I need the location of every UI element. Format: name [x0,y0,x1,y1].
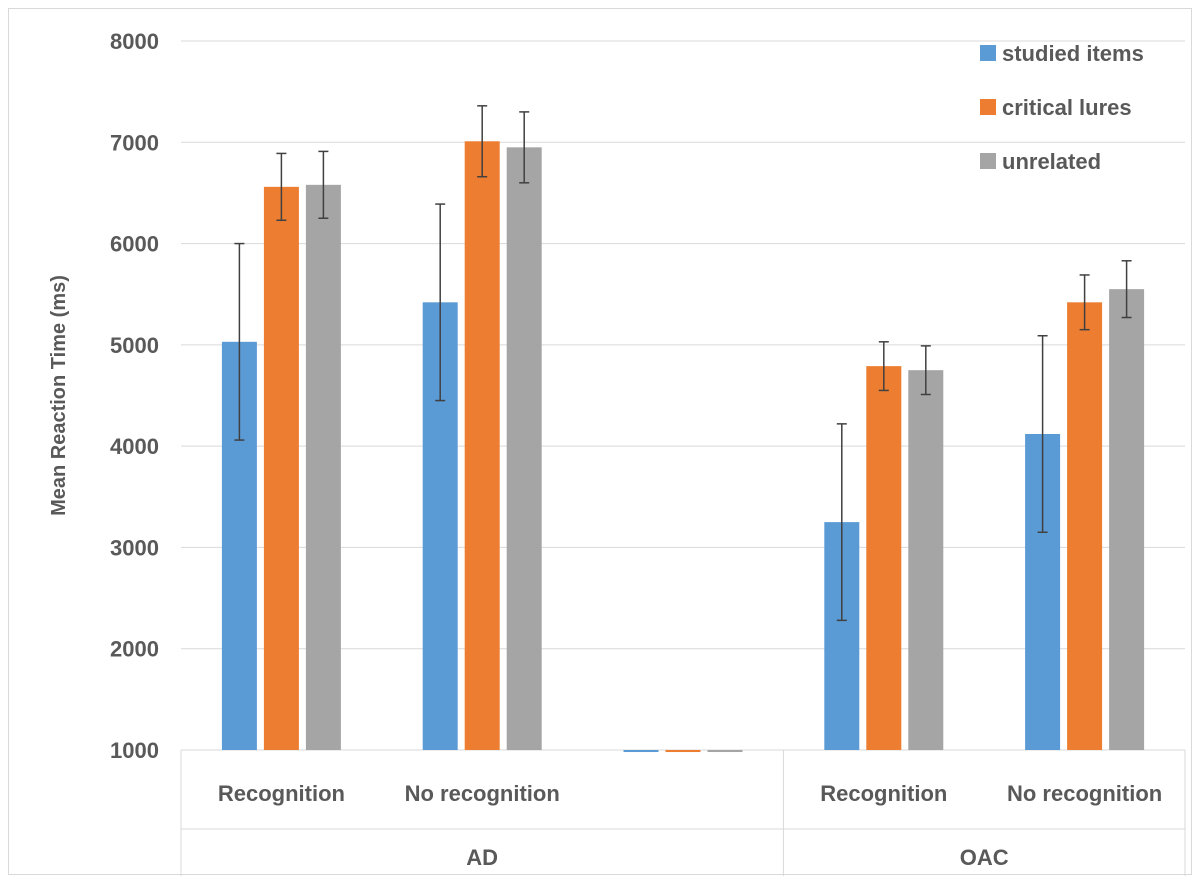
y-tick-label: 8000 [110,29,159,54]
error-bar [1121,260,1132,319]
error-bar [836,423,847,622]
error-bar [920,345,931,396]
error-bar [435,203,446,402]
x-tick-label: Recognition [820,781,947,806]
legend-item: critical lures [980,95,1132,120]
legend-item: unrelated [980,149,1101,174]
legend-label: unrelated [1002,149,1101,174]
y-tick-label: 1000 [110,738,159,763]
bar [908,370,944,750]
error-bar [519,111,530,184]
error-bar [1037,334,1048,533]
x-tick-label: No recognition [1007,781,1162,806]
error-bar [1079,274,1090,331]
y-tick-label: 4000 [110,434,159,459]
error-bar [276,152,287,222]
chart-area: 1000 2000 3000 4000 5000 6000 7000 8000 Recognit… [8,8,1192,876]
y-tick-label: 7000 [110,130,159,155]
bar [464,141,500,751]
y-axis-label: Mean Reaction Time (ms) [48,275,70,516]
error-bar [477,105,488,178]
legend-swatch [980,99,996,115]
legend-label: studied items [1002,41,1144,66]
x-tick-label: Recognition [218,781,345,806]
y-tick-label: 2000 [110,637,159,662]
legend-swatch [980,153,996,169]
error-bars [234,105,1132,622]
axes: 1000 2000 3000 4000 5000 6000 7000 8000 Recognit… [110,29,1186,876]
bar [1109,289,1145,750]
error-bar [878,341,889,392]
bar [1067,302,1103,750]
error-bar [234,242,245,441]
group-label: OAC [960,845,1009,870]
error-bar [318,150,329,219]
bar-chart: 1000 2000 3000 4000 5000 6000 7000 8000 Recognit… [48,29,1186,876]
legend-swatch [980,45,996,61]
y-tick-label: 3000 [110,535,159,560]
bar [665,750,701,753]
bar [305,184,341,751]
y-tick-label: 6000 [110,232,159,257]
legend-item: studied items [980,41,1144,66]
bar [506,147,542,751]
bar [623,750,659,753]
gridlines [181,40,1185,751]
legend-label: critical lures [1002,95,1132,120]
bars [221,141,1145,753]
group-label: AD [466,845,498,870]
bar [866,366,902,750]
bar [707,750,743,753]
x-tick-label: No recognition [405,781,560,806]
bar [263,186,299,750]
legend: studied items critical lures unrelated [980,41,1144,174]
y-tick-label: 5000 [110,333,159,358]
